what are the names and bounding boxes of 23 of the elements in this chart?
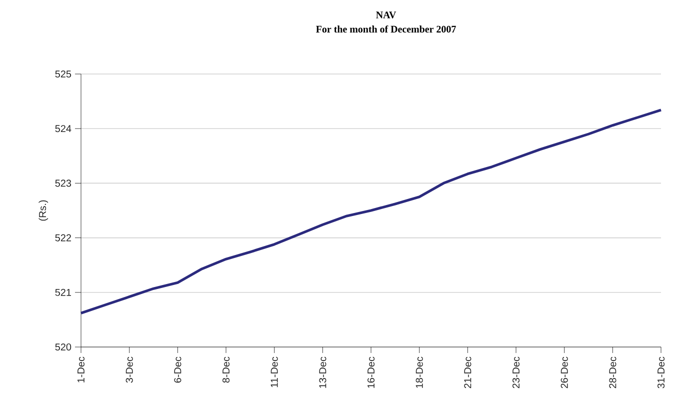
x-tick-label: 16-Dec xyxy=(367,356,375,388)
y-tick-label: 521 xyxy=(55,288,72,296)
x-tick-label: 13-Dec xyxy=(319,356,326,388)
y-axis-title: (Rs.) xyxy=(38,200,48,221)
x-tick-label: 8-Dec xyxy=(222,356,230,383)
x-tick-label: 26-Dec xyxy=(560,356,568,388)
x-tick-label: 6-Dec xyxy=(174,356,182,383)
y-tick-label: 522 xyxy=(55,234,71,242)
x-tick-label: 1-Dec xyxy=(78,356,84,382)
x-tick-label: 23-Dec xyxy=(512,356,520,388)
x-tick-label: 3-Dec xyxy=(126,356,133,383)
line-series xyxy=(80,108,662,314)
x-tick-label: 11-Dec xyxy=(270,356,278,388)
y-tick-label: 520 xyxy=(55,343,72,351)
x-tick-label: 31-Dec xyxy=(657,356,665,388)
chart-title: NAV xyxy=(376,12,396,18)
chart-subtitle: For the month of December 2007 xyxy=(316,25,456,33)
y-tick-label: 523 xyxy=(55,180,72,187)
y-tick-label: 524 xyxy=(55,125,72,132)
x-tick-label: 28-Dec xyxy=(609,356,616,388)
y-tick-label: 525 xyxy=(55,70,72,78)
x-tick-label: 21-Dec xyxy=(464,356,472,388)
x-tick-label: 18-Dec xyxy=(416,356,423,388)
